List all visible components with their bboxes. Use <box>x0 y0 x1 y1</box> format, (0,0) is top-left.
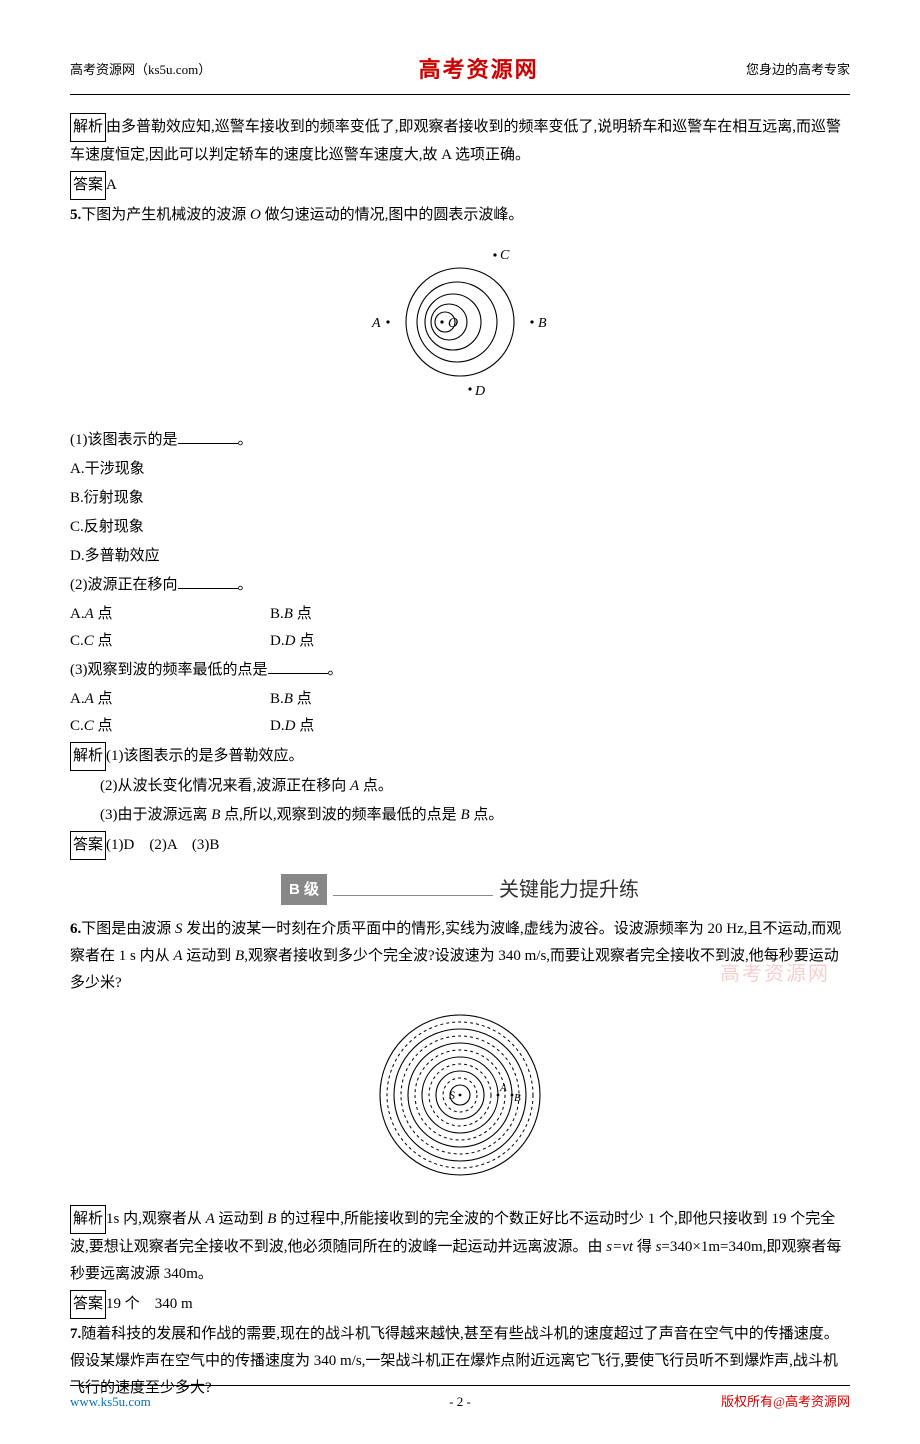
page-footer: www.ks5u.com - 2 - 版权所有@高考资源网 <box>70 1385 850 1413</box>
q4-analysis-text: 由多普勒效应知,巡警车接收到的频率变低了,即观察者接收到的频率变低了,说明轿车和… <box>70 119 841 163</box>
svg-text:C: C <box>500 248 510 263</box>
q7-number: 7. <box>70 1326 81 1342</box>
blank <box>178 573 238 589</box>
watermark-text: 高考资源网 <box>720 956 830 992</box>
label-answer: 答案 <box>70 831 106 860</box>
q6-answer-text: 19 个 340 m <box>106 1296 193 1312</box>
q4-analysis: 解析由多普勒效应知,巡警车接收到的频率变低了,即观察者接收到的频率变低了,说明轿… <box>70 113 850 169</box>
svg-text:A: A <box>371 316 381 331</box>
q5-sub3-C: C.C 点 <box>70 713 270 740</box>
section-b-title: 关键能力提升练 <box>499 872 639 908</box>
q5-number: 5. <box>70 207 81 223</box>
q5-sub1-C: C.反射现象 <box>70 514 850 541</box>
section-line <box>333 895 493 896</box>
q4-answer-text: A <box>106 177 117 193</box>
section-b-bar: B 级 关键能力提升练 <box>70 872 850 908</box>
q5-jiexi3: (3)由于波源远离 B 点,所以,观察到波的频率最低的点是 B 点。 <box>70 802 850 829</box>
q5-sub3-q: (3)观察到波的频率最低的点是。 <box>70 657 850 684</box>
header-left: 高考资源网（ks5u.com） <box>70 58 211 81</box>
svg-text:B: B <box>538 316 547 331</box>
q5-answer-text: (1)D (2)A (3)B <box>106 837 219 853</box>
q5-stem: 5.下图为产生机械波的波源 O 做匀速运动的情况,图中的圆表示波峰。 <box>70 202 850 229</box>
blank <box>178 428 238 444</box>
footer-page: - 2 - <box>449 1390 471 1413</box>
blank <box>268 658 328 674</box>
section-b-badge: B 级 <box>281 874 327 905</box>
footer-url: www.ks5u.com <box>70 1390 151 1413</box>
label-jiexi: 解析 <box>70 1205 106 1234</box>
svg-text:A: A <box>499 1082 507 1094</box>
q5-stem-text: 下图为产生机械波的波源 O 做匀速运动的情况,图中的圆表示波峰。 <box>81 207 523 223</box>
label-jiexi: 解析 <box>70 742 106 771</box>
q5-answer: 答案(1)D (2)A (3)B <box>70 831 850 860</box>
q5-sub3-B: B.B 点 <box>270 686 470 713</box>
q5-sub2-B: B.B 点 <box>270 601 470 628</box>
q5-sub2-row2: C.C 点 D.D 点 <box>70 628 470 655</box>
svg-text:B: B <box>514 1092 521 1104</box>
q5-sub1-q: (1)该图表示的是。 <box>70 427 850 454</box>
q5-sub3-row2: C.C 点 D.D 点 <box>70 713 470 740</box>
page-header: 高考资源网（ks5u.com） 高考资源网 您身边的高考专家 <box>70 50 850 95</box>
svg-text:O: O <box>448 316 458 331</box>
header-right: 您身边的高考专家 <box>746 58 850 81</box>
q5-sub3-A: A.A 点 <box>70 686 270 713</box>
q5-sub2-q: (2)波源正在移向。 <box>70 572 850 599</box>
q5-sub2-C: C.C 点 <box>70 628 270 655</box>
q6-figure: S A B <box>70 1005 850 1195</box>
q5-sub2-D: D.D 点 <box>270 628 470 655</box>
q6-block: 6.下图是由波源 S 发出的波某一时刻在介质平面中的情形,实线为波峰,虚线为波谷… <box>70 916 850 997</box>
q5-analysis: 解析(1)该图表示的是多普勒效应。 <box>70 742 850 771</box>
q4-answer: 答案A <box>70 171 850 200</box>
label-answer: 答案 <box>70 1290 106 1319</box>
footer-right: 版权所有@高考资源网 <box>721 1390 850 1413</box>
q6-answer: 答案19 个 340 m <box>70 1290 850 1319</box>
q5-sub3-D: D.D 点 <box>270 713 470 740</box>
q5-figure: O A B C D <box>70 237 850 417</box>
header-center: 高考资源网 <box>419 50 539 90</box>
q5-sub2-A: A.A 点 <box>70 601 270 628</box>
label-answer: 答案 <box>70 171 106 200</box>
q6-analysis: 解析1s 内,观察者从 A 运动到 B 的过程中,所能接收到的完全波的个数正好比… <box>70 1205 850 1288</box>
q5-sub1-D: D.多普勒效应 <box>70 543 850 570</box>
label-jiexi: 解析 <box>70 113 106 142</box>
q5-sub1-B: B.衍射现象 <box>70 485 850 512</box>
q5-sub2-row1: A.A 点 B.B 点 <box>70 601 470 628</box>
q6-number: 6. <box>70 921 81 937</box>
q5-sub1-A: A.干涉现象 <box>70 456 850 483</box>
svg-text:D: D <box>474 384 485 399</box>
q6-analysis-text: 1s 内,观察者从 A 运动到 B 的过程中,所能接收到的完全波的个数正好比不运… <box>70 1211 841 1282</box>
q5-jiexi2: (2)从波长变化情况来看,波源正在移向 A 点。 <box>70 773 850 800</box>
svg-text:S: S <box>449 1088 455 1102</box>
q5-sub3-row1: A.A 点 B.B 点 <box>70 686 470 713</box>
q5-jiexi1: (1)该图表示的是多普勒效应。 <box>106 748 304 764</box>
